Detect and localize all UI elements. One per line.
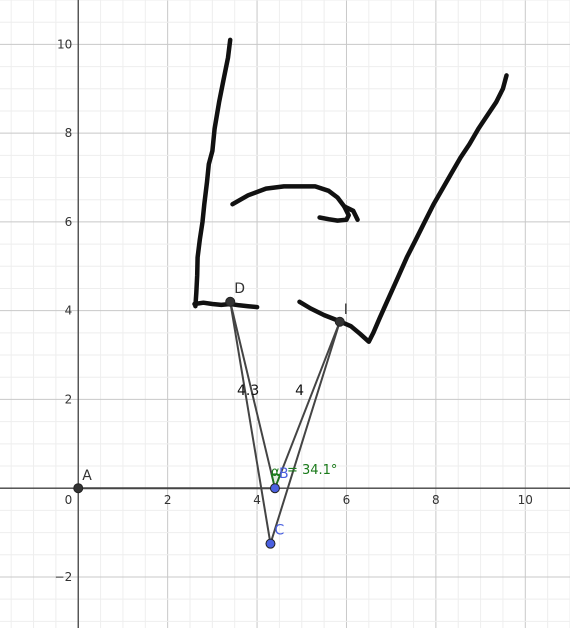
y-tick-label: 2	[65, 392, 73, 406]
ink-stroke	[341, 204, 360, 222]
point-label-b: B	[279, 466, 289, 482]
point-c[interactable]	[265, 538, 276, 549]
origin-label: 0	[65, 493, 73, 507]
ink-stroke	[230, 184, 351, 223]
angle-arc[interactable]	[270, 473, 281, 491]
x-tick-label: 4	[253, 493, 261, 507]
ink-stroke	[192, 300, 260, 310]
point-label-c: C	[274, 523, 284, 539]
segment-labels: 4.3 4	[237, 383, 304, 399]
freehand-drawing	[192, 37, 509, 344]
segment-length-label: 4	[295, 383, 304, 399]
angle-letter: α	[271, 465, 280, 480]
tick-labels: 2 4 6 8 10 10 8 6 4 2 −2 0	[55, 37, 533, 584]
y-tick-label: 10	[57, 37, 72, 51]
point-a[interactable]	[73, 483, 84, 494]
segment-length-label: 4.3	[237, 383, 259, 399]
ink-stroke	[193, 37, 233, 309]
point-i[interactable]	[334, 316, 345, 327]
x-tick-label: 8	[432, 493, 440, 507]
ink-stroke	[297, 73, 509, 344]
point-label-a: A	[82, 468, 92, 484]
y-tick-label: −2	[55, 570, 73, 584]
segment-ib[interactable]	[274, 321, 341, 489]
angle-marker[interactable]: α = 34.1°	[270, 463, 337, 491]
segment-dc[interactable]	[229, 301, 272, 544]
segment-ic[interactable]	[269, 321, 341, 544]
y-tick-label: 4	[65, 304, 73, 318]
points[interactable]: A B C D I	[73, 281, 348, 549]
y-tick-label: 6	[65, 215, 73, 229]
angle-value-label: = 34.1°	[287, 463, 337, 478]
y-tick-label: 8	[65, 126, 73, 140]
segment-db[interactable]	[229, 301, 276, 489]
x-tick-label: 10	[518, 493, 533, 507]
x-tick-label: 6	[343, 493, 351, 507]
segments[interactable]	[78, 301, 341, 544]
point-label-d: D	[234, 281, 245, 297]
x-tick-label: 2	[164, 493, 172, 507]
point-d[interactable]	[225, 296, 236, 307]
point-label-i: I	[344, 302, 348, 318]
point-b[interactable]	[269, 483, 280, 494]
